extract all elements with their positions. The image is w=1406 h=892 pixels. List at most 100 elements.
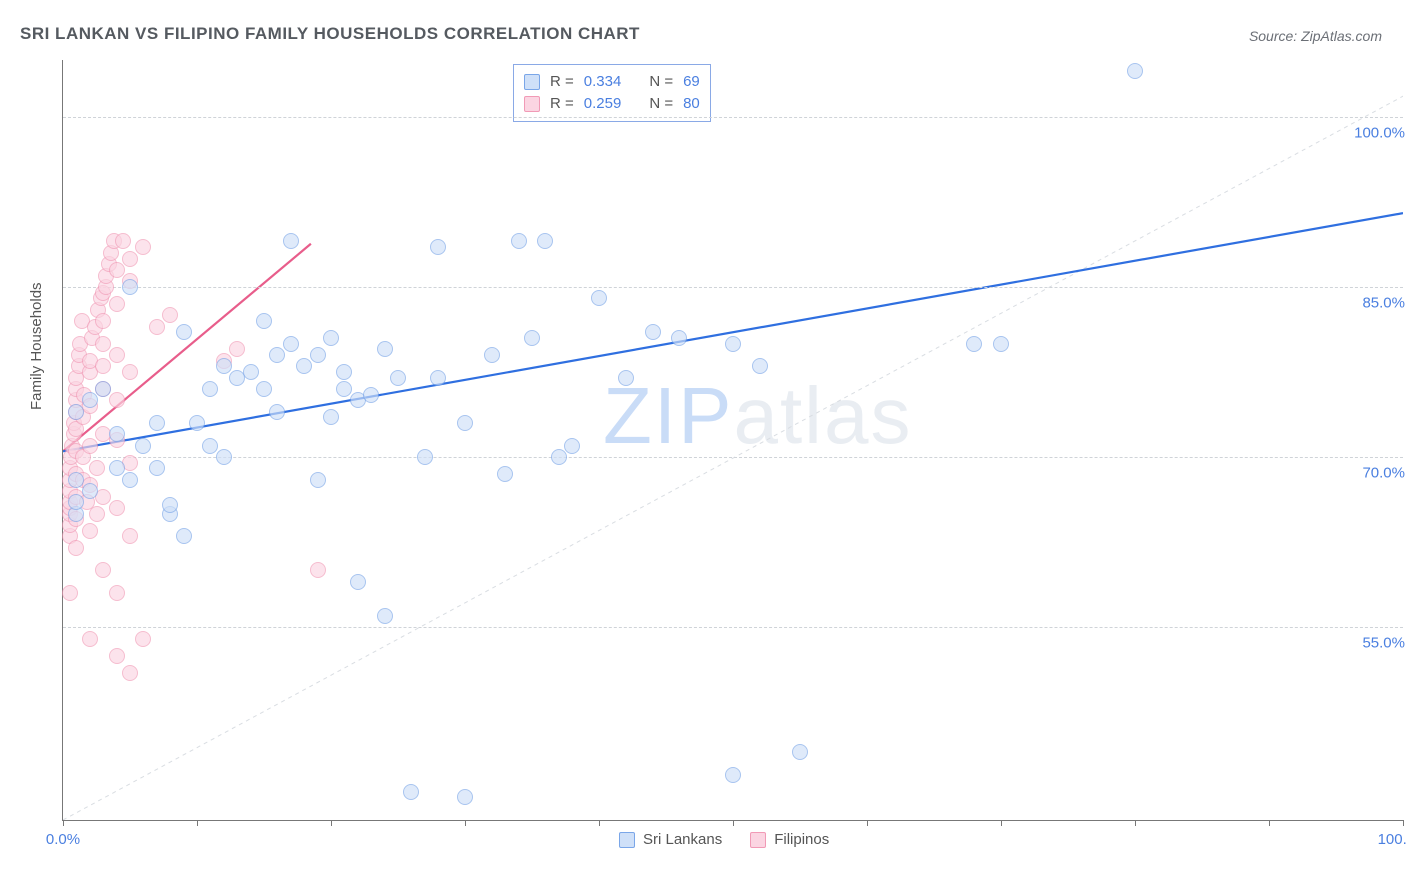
scatter-point: [109, 262, 125, 278]
x-tick-mark: [63, 820, 64, 826]
scatter-point: [82, 438, 98, 454]
swatch-icon: [750, 832, 766, 848]
r-label: R =: [550, 93, 574, 115]
r-value: 0.259: [584, 93, 622, 115]
scatter-point: [725, 336, 741, 352]
scatter-point: [310, 472, 326, 488]
scatter-point: [591, 290, 607, 306]
scatter-point: [135, 438, 151, 454]
legend-item: Sri Lankans: [619, 831, 722, 848]
scatter-point: [162, 497, 178, 513]
scatter-point: [82, 523, 98, 539]
scatter-point: [135, 631, 151, 647]
n-value: 69: [683, 71, 700, 93]
x-tick-mark: [867, 820, 868, 826]
y-axis-label: Family Households: [28, 282, 45, 410]
legend-series: Sri Lankans Filipinos: [613, 829, 835, 850]
scatter-point: [993, 336, 1009, 352]
watermark: ZIPatlas: [603, 370, 912, 462]
scatter-point: [82, 483, 98, 499]
scatter-point: [752, 358, 768, 374]
scatter-point: [377, 341, 393, 357]
scatter-point: [202, 381, 218, 397]
y-tick-label: 70.0%: [1362, 465, 1405, 482]
scatter-point: [68, 472, 84, 488]
scatter-point: [243, 364, 259, 380]
scatter-point: [62, 585, 78, 601]
gridline: [63, 287, 1403, 288]
scatter-point: [564, 438, 580, 454]
scatter-point: [430, 370, 446, 386]
scatter-point: [484, 347, 500, 363]
scatter-point: [1127, 63, 1143, 79]
legend-label: Filipinos: [774, 831, 829, 848]
scatter-point: [162, 307, 178, 323]
x-tick-mark: [1269, 820, 1270, 826]
scatter-point: [68, 540, 84, 556]
scatter-point: [310, 347, 326, 363]
scatter-point: [229, 341, 245, 357]
scatter-point: [109, 648, 125, 664]
scatter-point: [95, 358, 111, 374]
scatter-point: [671, 330, 687, 346]
scatter-point: [310, 562, 326, 578]
n-label: N =: [649, 71, 673, 93]
chart-container: Family Households ZIPatlas R = 0.334 N =…: [50, 60, 1406, 840]
scatter-point: [645, 324, 661, 340]
scatter-point: [269, 347, 285, 363]
swatch-icon: [619, 832, 635, 848]
swatch-icon: [524, 74, 540, 90]
scatter-point: [269, 404, 285, 420]
scatter-point: [122, 665, 138, 681]
scatter-point: [82, 392, 98, 408]
x-tick-mark: [331, 820, 332, 826]
scatter-point: [122, 472, 138, 488]
scatter-point: [135, 239, 151, 255]
scatter-point: [176, 528, 192, 544]
scatter-point: [109, 460, 125, 476]
scatter-point: [216, 449, 232, 465]
source-label: Source: ZipAtlas.com: [1249, 28, 1382, 44]
scatter-point: [336, 364, 352, 380]
y-tick-label: 100.0%: [1354, 124, 1405, 141]
scatter-point: [95, 336, 111, 352]
scatter-point: [363, 387, 379, 403]
scatter-point: [95, 313, 111, 329]
legend-label: Sri Lankans: [643, 831, 722, 848]
scatter-point: [68, 404, 84, 420]
scatter-point: [283, 336, 299, 352]
scatter-point: [122, 251, 138, 267]
scatter-point: [417, 449, 433, 465]
scatter-point: [189, 415, 205, 431]
plot-area: ZIPatlas R = 0.334 N = 69 R = 0.259 N = …: [62, 60, 1403, 821]
scatter-point: [109, 392, 125, 408]
y-tick-label: 55.0%: [1362, 635, 1405, 652]
scatter-point: [149, 460, 165, 476]
scatter-point: [115, 233, 131, 249]
x-tick-mark: [465, 820, 466, 826]
scatter-point: [95, 562, 111, 578]
scatter-point: [89, 460, 105, 476]
x-tick-mark: [599, 820, 600, 826]
chart-title: SRI LANKAN VS FILIPINO FAMILY HOUSEHOLDS…: [20, 24, 640, 44]
gridline: [63, 627, 1403, 628]
scatter-point: [497, 466, 513, 482]
scatter-point: [122, 364, 138, 380]
x-tick-mark: [1001, 820, 1002, 826]
scatter-point: [457, 415, 473, 431]
scatter-point: [511, 233, 527, 249]
scatter-point: [216, 358, 232, 374]
x-tick-label: 100.0%: [1378, 831, 1406, 848]
scatter-point: [966, 336, 982, 352]
n-value: 80: [683, 93, 700, 115]
scatter-point: [68, 494, 84, 510]
y-tick-label: 85.0%: [1362, 294, 1405, 311]
scatter-point: [725, 767, 741, 783]
scatter-point: [122, 528, 138, 544]
r-value: 0.334: [584, 71, 622, 93]
scatter-point: [283, 233, 299, 249]
scatter-point: [377, 608, 393, 624]
scatter-point: [256, 313, 272, 329]
n-label: N =: [649, 93, 673, 115]
scatter-point: [537, 233, 553, 249]
